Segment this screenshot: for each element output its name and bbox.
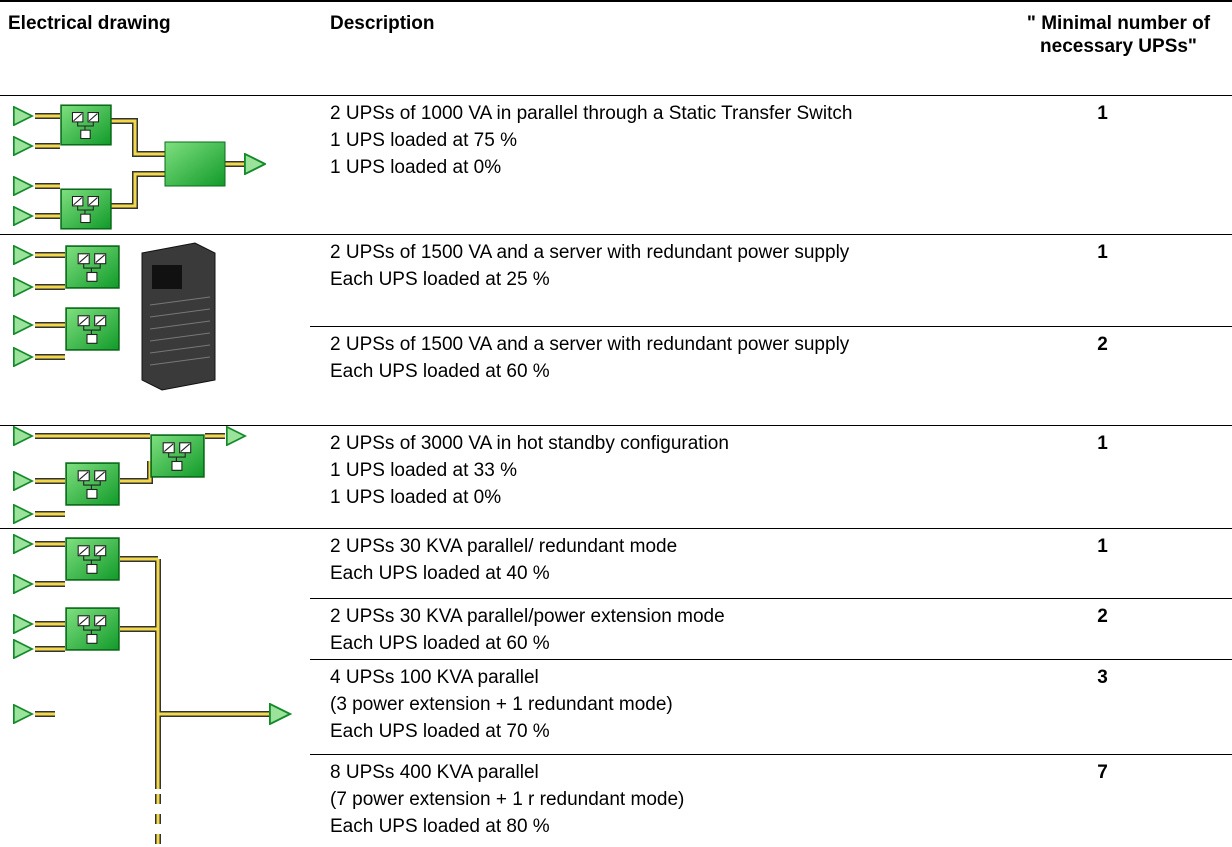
description-line: Each UPS loaded at 25 % bbox=[330, 269, 550, 290]
description-line: Each UPS loaded at 80 % bbox=[330, 816, 550, 838]
drawing-cell bbox=[0, 234, 310, 426]
description-cell: 2 UPSs of 1500 VA and a server with redu… bbox=[310, 326, 985, 426]
sts-icon bbox=[164, 141, 226, 187]
minimum-cell: 2 bbox=[985, 326, 1232, 426]
ups-icon bbox=[60, 104, 112, 146]
load-icon bbox=[244, 153, 266, 175]
description-cell: 2 UPSs 30 KVA parallel/ redundant mode E… bbox=[310, 527, 985, 599]
description-line: 2 UPSs 30 KVA parallel/power extension m… bbox=[330, 606, 725, 628]
load-icon bbox=[225, 426, 247, 446]
source-icon bbox=[12, 471, 34, 491]
ups-icon bbox=[150, 434, 205, 478]
description-line: 2 UPSs of 1500 VA and a server with redu… bbox=[330, 242, 850, 263]
description-line: Each UPS loaded at 70 % bbox=[330, 720, 550, 742]
source-icon bbox=[12, 106, 34, 126]
source-icon bbox=[12, 277, 34, 297]
source-icon bbox=[12, 206, 34, 226]
source-icon bbox=[12, 504, 34, 524]
description-line: 2 UPSs of 1500 VA and a server with redu… bbox=[330, 334, 850, 356]
description-line: Each UPS loaded at 60 % bbox=[330, 361, 550, 383]
drawing-cell bbox=[0, 528, 310, 845]
description-line: Each UPS loaded at 40 % bbox=[330, 563, 550, 584]
description-cell: 8 UPSs 400 KVA parallel (7 power extensi… bbox=[310, 754, 985, 845]
row: 2 UPSs of 1000 VA in parallel through a … bbox=[0, 95, 1232, 235]
source-icon bbox=[12, 347, 34, 367]
description-line: 1 UPS loaded at 0% bbox=[330, 157, 502, 178]
description-line: (3 power extension + 1 redundant mode) bbox=[330, 693, 673, 715]
description-line: (7 power extension + 1 r redundant mode) bbox=[330, 789, 685, 811]
row: 2 UPSs of 1500 VA and a server with redu… bbox=[0, 233, 1232, 426]
server-icon bbox=[141, 242, 216, 391]
electrical-drawing bbox=[12, 534, 292, 845]
source-icon bbox=[12, 176, 34, 196]
drawing-cell bbox=[0, 95, 310, 235]
row: 8 UPSs 400 KVA parallel (7 power extensi… bbox=[0, 754, 1232, 845]
description-line: 2 UPSs of 1000 VA in parallel through a … bbox=[330, 103, 853, 124]
ups-icon bbox=[60, 188, 112, 230]
description-cell: 2 UPSs of 1500 VA and a server with redu… bbox=[310, 233, 985, 327]
description-line: 1 UPS loaded at 0% bbox=[330, 487, 502, 508]
description-cell: 4 UPSs 100 KVA parallel (3 power extensi… bbox=[310, 658, 985, 755]
ups-icon bbox=[65, 245, 120, 289]
minimum-cell: 1 bbox=[985, 527, 1232, 599]
minimum-cell: 3 bbox=[985, 658, 1232, 755]
source-icon bbox=[12, 426, 34, 446]
ups-icon bbox=[65, 462, 120, 506]
minimum-cell: 7 bbox=[985, 754, 1232, 845]
ups-icon bbox=[65, 307, 120, 351]
ups-icon bbox=[65, 537, 120, 581]
electrical-drawing bbox=[12, 426, 247, 524]
description-line: 8 UPSs 400 KVA parallel bbox=[330, 762, 539, 784]
minimum-cell: 2 bbox=[985, 598, 1232, 660]
ups-icon bbox=[65, 607, 120, 651]
minimum-cell: 1 bbox=[985, 233, 1232, 327]
row: 4 UPSs 100 KVA parallel (3 power extensi… bbox=[0, 658, 1232, 755]
source-icon bbox=[12, 614, 34, 634]
source-icon bbox=[12, 245, 34, 265]
source-icon bbox=[12, 639, 34, 659]
row: 2 UPSs of 3000 VA in hot standby configu… bbox=[0, 425, 1232, 529]
source-icon bbox=[12, 534, 34, 554]
source-icon bbox=[12, 704, 34, 724]
source-icon bbox=[12, 136, 34, 156]
header-cell: Electrical drawing bbox=[0, 0, 310, 96]
electrical-drawing bbox=[12, 104, 266, 230]
description-line: Each UPS loaded at 60 % bbox=[330, 633, 550, 655]
description-line: 2 UPSs of 3000 VA in hot standby configu… bbox=[330, 433, 729, 454]
description-cell: 2 UPSs of 1000 VA in parallel through a … bbox=[310, 95, 985, 235]
row: 2 UPSs of 1500 VA and a server with redu… bbox=[0, 326, 1232, 426]
row: 2 UPSs 30 KVA parallel/ redundant mode E… bbox=[0, 527, 1232, 845]
description-line: 1 UPS loaded at 33 % bbox=[330, 460, 517, 481]
header-cell: Description bbox=[310, 0, 985, 96]
description-cell: 2 UPSs of 3000 VA in hot standby configu… bbox=[310, 425, 985, 529]
source-icon bbox=[12, 315, 34, 335]
source-icon bbox=[12, 574, 34, 594]
load-icon bbox=[268, 703, 292, 725]
description-line: 1 UPS loaded at 75 % bbox=[330, 130, 517, 151]
description-line: 4 UPSs 100 KVA parallel bbox=[330, 666, 539, 688]
description-line: 2 UPSs 30 KVA parallel/ redundant mode bbox=[330, 536, 678, 557]
electrical-drawing bbox=[12, 242, 216, 391]
header-cell: " Minimal number of necessary UPSs" bbox=[985, 0, 1232, 96]
row: 2 UPSs 30 KVA parallel/power extension m… bbox=[0, 598, 1232, 660]
description-cell: 2 UPSs 30 KVA parallel/power extension m… bbox=[310, 598, 985, 660]
minimum-cell: 1 bbox=[985, 95, 1232, 235]
drawing-cell bbox=[0, 425, 310, 529]
minimum-cell: 1 bbox=[985, 425, 1232, 529]
header-row: Electrical drawing Description " Minimal… bbox=[0, 0, 1232, 96]
